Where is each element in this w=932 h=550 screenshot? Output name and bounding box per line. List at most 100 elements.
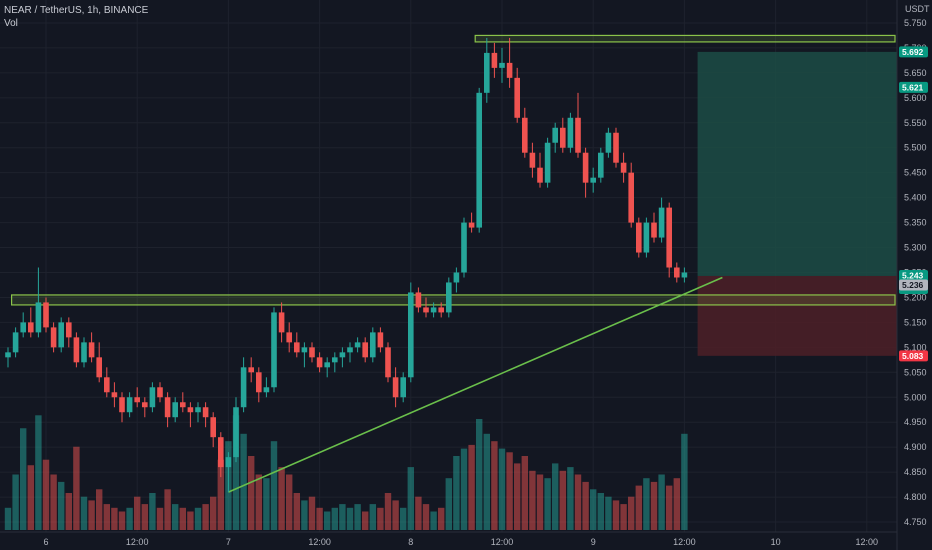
candle (164, 392, 171, 428)
volume-bar (301, 500, 308, 530)
candle (354, 337, 361, 353)
price-tick-label: 4.850 (904, 467, 927, 477)
price-badge-label: 5.236 (902, 280, 924, 290)
volume-bar (362, 511, 369, 530)
candle (294, 332, 300, 358)
candle (491, 42, 498, 78)
price-tick-label: 5.650 (904, 68, 927, 78)
volume-bar (430, 511, 437, 530)
candle (43, 297, 49, 333)
candle-body (628, 172, 634, 223)
candle (126, 392, 133, 418)
candle-body (256, 372, 262, 393)
price-tick-label: 5.150 (904, 317, 927, 327)
candle-body (12, 332, 19, 353)
volume-bar (681, 433, 688, 530)
volume-bar (643, 478, 650, 530)
price-badge-label: 5.692 (902, 47, 924, 57)
candle-body (453, 272, 460, 283)
volume-bar (559, 470, 566, 530)
candle (605, 127, 612, 158)
candle-body (423, 307, 429, 313)
candle (613, 127, 619, 168)
candle (544, 137, 551, 188)
candle-body (324, 362, 330, 368)
candle-body (446, 282, 452, 313)
volume-bar (460, 448, 468, 530)
candle-body (5, 352, 11, 358)
candle (5, 347, 11, 368)
volume-bar (316, 507, 323, 530)
candle (256, 367, 262, 403)
resistance-zone (474, 34, 896, 43)
candle (149, 382, 156, 413)
candle (658, 197, 665, 243)
candle (643, 217, 650, 258)
volume-bar (483, 433, 490, 530)
volume-bar (88, 500, 95, 530)
price-tick-label: 4.800 (904, 492, 927, 502)
volume-bar (103, 504, 110, 530)
candle-body (537, 167, 543, 183)
price-badge (899, 350, 928, 362)
volume-bar (164, 489, 171, 530)
support-zone (11, 294, 896, 306)
volume-bar (384, 493, 392, 530)
time-tick-label: 6 (43, 537, 48, 547)
candle (666, 202, 672, 278)
symbol-title[interactable]: NEAR / TetherUS, 1h, BINANCE (4, 5, 149, 16)
candle (104, 367, 110, 398)
candle-body (681, 272, 688, 278)
candle (88, 332, 95, 363)
candle-body (430, 307, 437, 313)
volume-bar (407, 467, 414, 530)
candle-body (544, 142, 551, 183)
candle (575, 92, 581, 158)
candle-body (332, 357, 338, 363)
time-tick-label: 12:00 (673, 537, 696, 547)
candle-body (552, 127, 558, 143)
candle-body (674, 267, 680, 278)
candle-body (157, 387, 163, 398)
candle-body (620, 162, 627, 173)
volume-bar (369, 504, 376, 530)
time-tick-label: 12:00 (308, 537, 331, 547)
candle-body (134, 397, 140, 403)
candle-body (96, 357, 102, 378)
candle-body (370, 332, 376, 358)
chart-header: NEAR / TetherUS, 1h, BINANCE Vol (4, 4, 148, 30)
volume-bar (400, 507, 407, 530)
candle-body (218, 437, 224, 468)
candle-body (605, 132, 612, 153)
candle-body (529, 152, 536, 168)
volume-bar (491, 441, 498, 530)
candle (202, 402, 209, 428)
candle-body (484, 52, 490, 93)
candle (598, 147, 604, 183)
price-badge-label: 5.621 (902, 82, 924, 92)
candle (651, 212, 657, 243)
candle-body (66, 322, 72, 338)
volume-bar (4, 507, 12, 530)
candle (66, 317, 72, 348)
candle-body (316, 357, 323, 368)
candle-body (575, 117, 581, 153)
volume-bar (27, 465, 34, 530)
price-tick-label: 5.300 (904, 243, 927, 253)
candle (636, 217, 642, 258)
candle-body (233, 407, 239, 458)
candle-body (286, 332, 292, 343)
candle-body (560, 127, 566, 148)
price-tick-label: 5.450 (904, 168, 927, 178)
time-axis-labels: 6 12:00 7 12:00 8 12:00 9 12:00 10 12:00 (43, 537, 878, 547)
candle-body (567, 117, 574, 148)
candle (172, 397, 178, 423)
volume-bar (331, 507, 338, 530)
volume-bar (179, 507, 186, 530)
candle (225, 452, 232, 493)
candle (142, 397, 148, 418)
candle-body (354, 342, 361, 348)
candle (233, 397, 239, 463)
volume-bar (673, 478, 680, 530)
